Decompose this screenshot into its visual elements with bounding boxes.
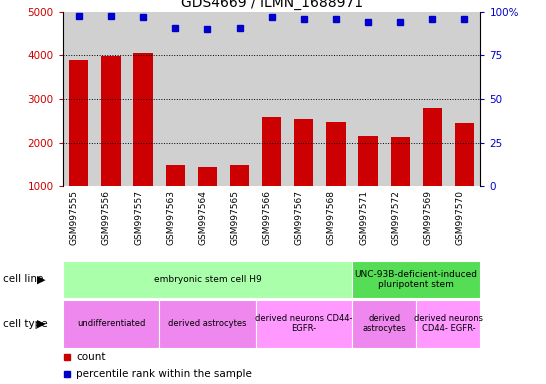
Bar [133, 53, 153, 186]
Text: GSM997567: GSM997567 [295, 190, 304, 245]
Title: GDS4669 / ILMN_1688971: GDS4669 / ILMN_1688971 [181, 0, 363, 10]
Bar [416, 300, 480, 348]
Bar [230, 165, 249, 186]
Bar [256, 300, 352, 348]
Text: GSM997572: GSM997572 [391, 190, 400, 245]
Text: embryonic stem cell H9: embryonic stem cell H9 [153, 275, 261, 284]
Bar [294, 119, 313, 186]
Text: GSM997556: GSM997556 [102, 190, 111, 245]
Text: GSM997565: GSM997565 [230, 190, 240, 245]
Bar [352, 300, 416, 348]
Text: derived neurons CD44-
EGFR-: derived neurons CD44- EGFR- [255, 314, 353, 333]
Bar [352, 261, 480, 298]
Bar [63, 261, 352, 298]
Text: ▶: ▶ [37, 274, 46, 285]
Text: cell type: cell type [3, 318, 48, 329]
Text: percentile rank within the sample: percentile rank within the sample [76, 369, 252, 379]
Text: GSM997564: GSM997564 [198, 190, 207, 245]
Text: GSM997568: GSM997568 [327, 190, 336, 245]
Text: count: count [76, 352, 105, 362]
Text: GSM997557: GSM997557 [134, 190, 143, 245]
Bar [198, 167, 217, 186]
Text: ▶: ▶ [37, 318, 46, 329]
Text: UNC-93B-deficient-induced
pluripotent stem: UNC-93B-deficient-induced pluripotent st… [355, 270, 478, 289]
Bar [63, 300, 159, 348]
Bar [165, 165, 185, 186]
Bar [69, 60, 88, 186]
Text: derived astrocytes: derived astrocytes [168, 319, 247, 328]
Bar [327, 122, 346, 186]
Text: GSM997571: GSM997571 [359, 190, 368, 245]
Text: cell line: cell line [3, 274, 43, 285]
Bar [423, 109, 442, 186]
Text: GSM997566: GSM997566 [263, 190, 272, 245]
Text: undifferentiated: undifferentiated [77, 319, 145, 328]
Text: GSM997563: GSM997563 [166, 190, 175, 245]
Text: GSM997569: GSM997569 [423, 190, 432, 245]
Bar [262, 117, 281, 186]
Text: GSM997555: GSM997555 [70, 190, 79, 245]
Bar [358, 136, 378, 186]
Bar [102, 56, 121, 186]
Text: derived
astrocytes: derived astrocytes [362, 314, 406, 333]
Bar [455, 123, 474, 186]
Bar [159, 300, 256, 348]
Bar [390, 137, 410, 186]
Text: derived neurons
CD44- EGFR-: derived neurons CD44- EGFR- [414, 314, 483, 333]
Text: GSM997570: GSM997570 [455, 190, 465, 245]
